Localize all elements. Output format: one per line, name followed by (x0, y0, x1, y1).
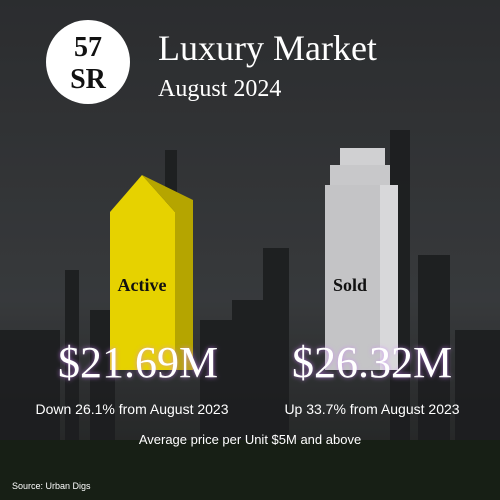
note: Average price per Unit $5M and above (139, 432, 361, 447)
logo-line2: SR (70, 64, 107, 95)
subtitle: August 2024 (158, 76, 281, 102)
sold-price: $26.32M (292, 338, 452, 387)
active-price: $21.69M (58, 338, 218, 387)
trees (0, 440, 500, 500)
title: Luxury Market (158, 28, 377, 68)
logo-circle (46, 20, 130, 104)
logo-line1: 57 (74, 32, 102, 63)
sold-change: Up 33.7% from August 2023 (284, 401, 459, 417)
active-change: Down 26.1% from August 2023 (35, 401, 228, 417)
active-building (110, 175, 193, 370)
active-label: Active (118, 275, 167, 295)
sold-label: Sold (333, 275, 367, 295)
source: Source: Urban Digs (12, 481, 91, 491)
sold-building (325, 148, 398, 370)
